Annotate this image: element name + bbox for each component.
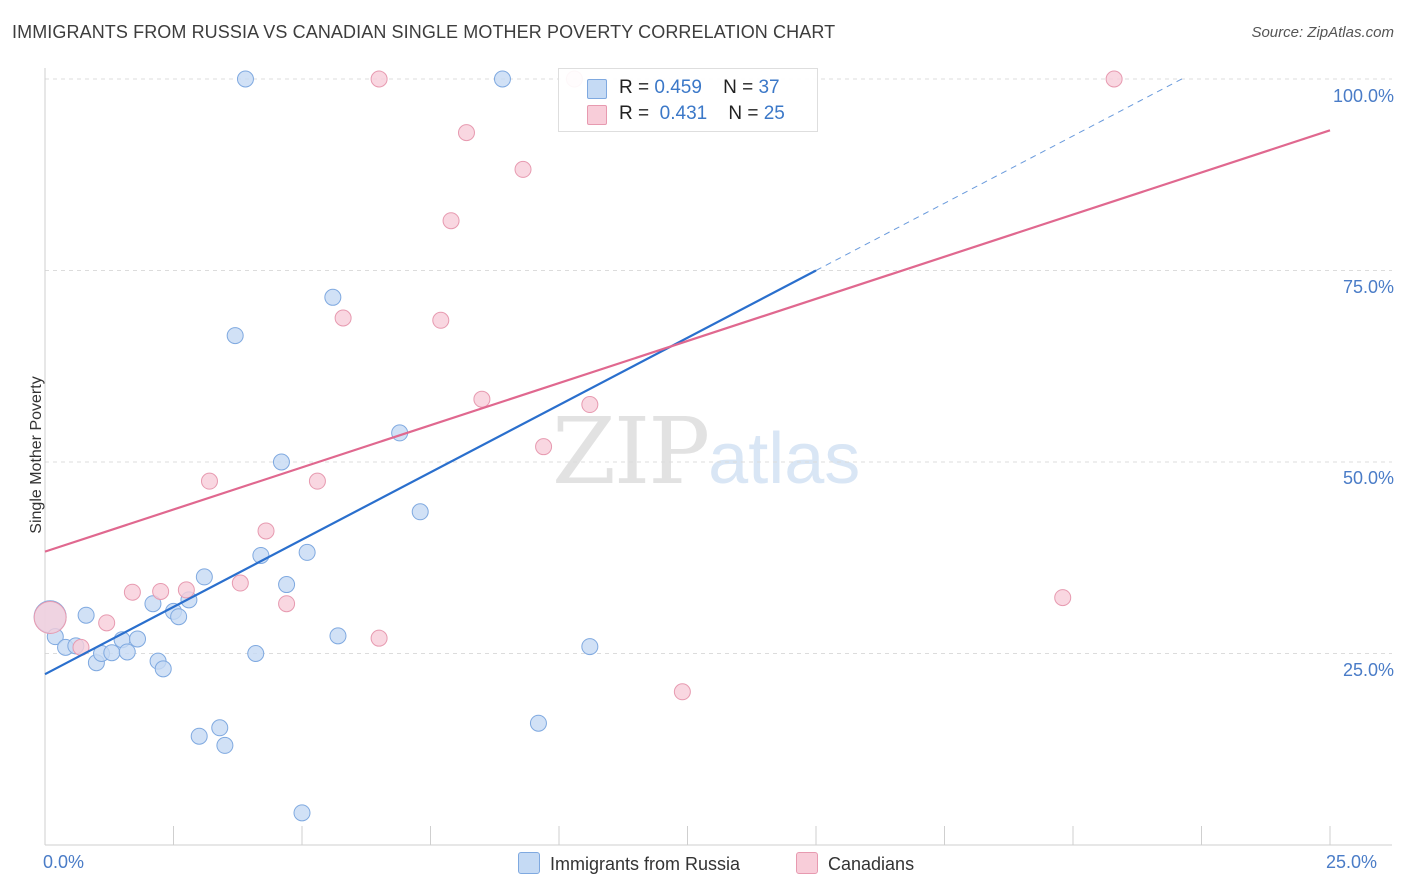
source-label: Source: ZipAtlas.com [1251, 24, 1394, 41]
data-point-russia-30 [329, 627, 347, 645]
data-point-russia-9 [118, 643, 136, 661]
stat-r-value: 0.459 [654, 77, 702, 98]
data-point-canadians-6 [200, 472, 218, 490]
data-point-russia-26 [278, 576, 296, 594]
data-point-russia-32 [411, 503, 429, 521]
data-point-canadians-8 [257, 522, 275, 540]
y-tick-label-25: 25.0% [1342, 660, 1394, 680]
legend-label-canadians: Canadians [828, 854, 915, 874]
data-point-canadians-12 [370, 629, 388, 647]
data-point-russia-22 [236, 70, 254, 88]
data-point-canadians-18 [514, 160, 532, 178]
correlation-stats-box: R = 0.459 N = 37 R = 0.431 N = 25 [558, 68, 818, 132]
data-point-russia-13 [154, 660, 172, 678]
data-point-russia-21 [226, 327, 244, 345]
stat-n-label: N = [723, 77, 754, 98]
stat-n-value: 37 [758, 77, 780, 98]
stat-n-value: 25 [763, 103, 785, 124]
data-point-russia-29 [324, 288, 342, 306]
watermark: ZIPatlas [552, 398, 860, 505]
data-point-russia-35 [581, 638, 599, 656]
data-point-canadians-19 [535, 438, 553, 456]
data-point-canadians-21 [581, 396, 599, 414]
y-tick-label-50: 50.0% [1342, 468, 1394, 488]
legend-swatch-canadians [796, 852, 818, 874]
data-point-canadians-0 [33, 600, 67, 634]
data-point-russia-28 [298, 543, 316, 561]
data-point-canadians-2 [98, 614, 116, 632]
trend-line-russia [44, 269, 817, 676]
chart-title: IMMIGRANTS FROM RUSSIA VS CANADIAN SINGL… [12, 22, 836, 42]
watermark-atlas: atlas [708, 419, 861, 499]
y-axis-label: Single Mother Poverty [28, 376, 45, 534]
stat-swatch-russia [587, 79, 607, 99]
data-point-canadians-22 [673, 683, 691, 701]
data-point-russia-23 [247, 645, 265, 662]
watermark-zip: ZIP [552, 398, 710, 505]
x-tick-label-min: 0.0% [43, 852, 85, 872]
data-point-russia-20 [216, 736, 234, 754]
data-point-russia-15 [170, 608, 188, 626]
stat-r-label: R = [619, 103, 650, 124]
data-point-russia-34 [529, 714, 547, 732]
data-point-russia-33 [493, 70, 511, 88]
data-point-russia-27 [293, 804, 311, 822]
stat-swatch-canadians [587, 105, 607, 125]
data-point-russia-10 [129, 630, 147, 648]
data-point-canadians-24 [1105, 70, 1123, 88]
data-point-canadians-13 [370, 70, 388, 88]
legend-swatch-russia [518, 852, 540, 874]
data-point-russia-11 [144, 595, 162, 613]
stat-n-label: N = [728, 103, 759, 124]
data-point-canadians-4 [152, 582, 170, 600]
y-tick-label-100: 100.0% [1332, 86, 1394, 106]
data-point-canadians-9 [278, 595, 296, 613]
data-point-canadians-23 [1054, 589, 1072, 607]
legend-label-russia: Immigrants from Russia [550, 854, 741, 874]
data-point-canadians-10 [308, 472, 326, 490]
stat-r-value: 0.431 [659, 103, 708, 124]
data-point-canadians-5 [177, 581, 195, 599]
data-point-canadians-7 [231, 574, 249, 592]
legend-item-canadians[interactable]: Canadians [796, 852, 914, 875]
trend-line-canadians [44, 129, 1331, 553]
data-point-canadians-15 [442, 212, 460, 230]
data-point-russia-19 [211, 719, 229, 737]
data-point-russia-4 [77, 606, 95, 624]
data-point-canadians-17 [473, 390, 491, 408]
data-point-canadians-14 [432, 311, 450, 329]
data-point-canadians-16 [457, 124, 475, 142]
y-tick-label-75: 75.0% [1342, 277, 1394, 297]
data-point-canadians-3 [123, 583, 141, 601]
trend-line-extension-russia [815, 76, 1187, 271]
data-point-russia-25 [272, 453, 290, 471]
stat-r-label: R = [619, 77, 650, 98]
legend-item-russia[interactable]: Immigrants from Russia [518, 852, 740, 875]
data-point-russia-7 [103, 644, 121, 662]
data-point-canadians-11 [334, 309, 352, 327]
data-point-russia-17 [190, 727, 208, 745]
data-point-russia-18 [195, 568, 213, 586]
x-tick-label-max: 25.0% [1326, 852, 1378, 872]
